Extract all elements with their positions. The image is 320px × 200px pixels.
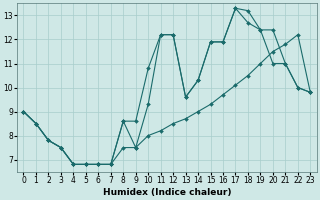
- X-axis label: Humidex (Indice chaleur): Humidex (Indice chaleur): [103, 188, 231, 197]
